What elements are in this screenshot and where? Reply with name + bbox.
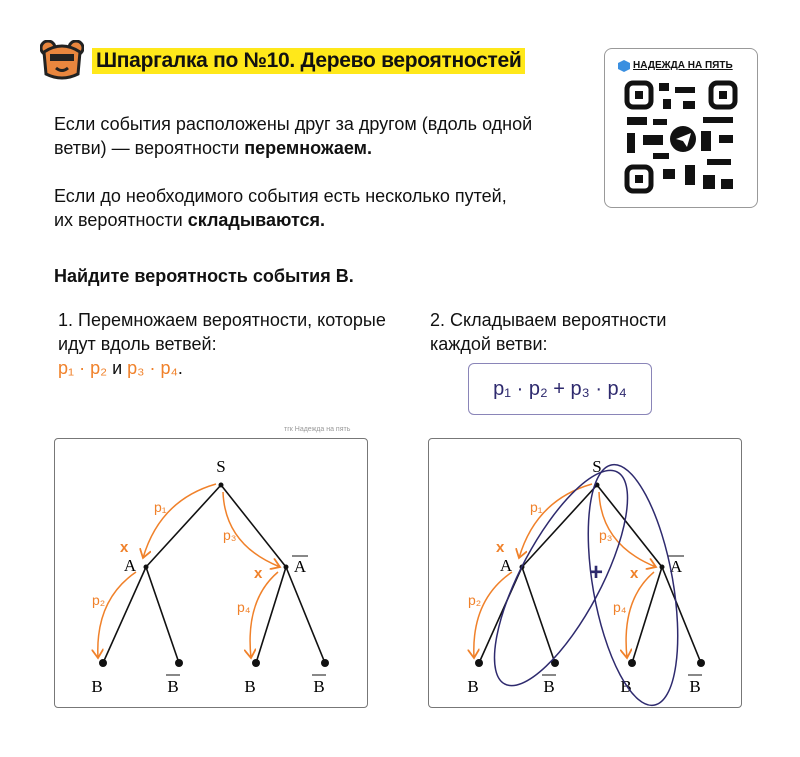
plus-sign: + (589, 559, 603, 586)
rule-emphasis: складываются. (187, 210, 326, 230)
leaf-node (551, 659, 559, 667)
branch (220, 484, 287, 568)
label-p4: p₄ (613, 599, 627, 615)
branch (596, 484, 663, 568)
label-b-bar: B (313, 677, 324, 696)
probability-arrow (626, 571, 655, 658)
task-heading: Найдите вероятность события B. (54, 266, 354, 286)
product-1: p₁ · p₂ (58, 358, 108, 378)
node (218, 482, 224, 488)
label-p2: p₂ (92, 592, 105, 608)
sum-formula: p₁ · p₂ + p₃ · p₄ (468, 363, 652, 415)
leaf-node (175, 659, 183, 667)
label-p1: p₁ (530, 499, 543, 515)
page-title: Шпаргалка по №10. Дерево вероятностей (92, 48, 526, 74)
node (283, 564, 289, 570)
label-b-bar: B (689, 677, 700, 696)
probability-arrow (519, 483, 593, 558)
label-b: B (620, 677, 631, 696)
rule-multiply: Если события расположены друг за другом … (54, 112, 554, 160)
branch (145, 566, 180, 664)
watermark: тгк Надежда на пять (284, 426, 351, 433)
label-a: A (500, 556, 513, 575)
label-b: B (244, 677, 255, 696)
branch (145, 484, 222, 568)
probability-arrow (474, 571, 513, 658)
node (659, 564, 665, 570)
rule-add: Если до необходимого события есть нескол… (54, 184, 524, 232)
product-2: p₃ · p₄ (127, 358, 178, 378)
step-text: 1. Перемножаем вероятности, которые идут… (58, 310, 386, 354)
leaf-node (252, 659, 260, 667)
label-s: S (592, 457, 601, 476)
branch-highlight-ellipse (587, 463, 679, 707)
multiply-sign: x (254, 565, 263, 582)
label-p1: p₁ (154, 499, 167, 515)
label-p2: p₂ (468, 592, 481, 608)
leaf-node (321, 659, 329, 667)
qr-card[interactable]: НАДЕЖДА НА ПЯТЬ (604, 48, 758, 208)
period: . (177, 358, 183, 378)
label-b: B (467, 677, 478, 696)
branch (521, 484, 598, 568)
label-s: S (216, 457, 225, 476)
label-a-bar: A (294, 557, 307, 576)
branch (285, 566, 326, 664)
multiply-sign: x (120, 539, 129, 556)
label-b-bar: B (543, 677, 554, 696)
label-b: B (91, 677, 102, 696)
bear-icon (40, 40, 84, 80)
multiply-sign: x (630, 565, 639, 582)
label-b-bar: B (167, 677, 178, 696)
step-1: 1. Перемножаем вероятности, которые идут… (58, 308, 388, 380)
probability-arrow (143, 483, 217, 558)
branch (255, 566, 287, 664)
qr-code (624, 80, 738, 194)
step-2: 2. Складываем вероятности каждой ветви: (430, 310, 667, 354)
tree-box-right (428, 438, 742, 708)
label-a: A (124, 556, 137, 575)
label-p4: p₄ (237, 599, 251, 615)
node (143, 564, 149, 570)
leaf-node (99, 659, 107, 667)
rule-text: Если до необходимого события есть нескол… (54, 186, 507, 230)
multiply-sign: x (496, 539, 505, 556)
branch (661, 566, 702, 664)
probability-arrow (250, 571, 279, 658)
probability-arrow (222, 491, 280, 567)
branch-highlight-ellipse (493, 469, 629, 687)
branch (521, 566, 556, 664)
leaf-node (697, 659, 705, 667)
logo-cube-icon (618, 60, 630, 72)
leaf-node (628, 659, 636, 667)
branch (102, 566, 147, 664)
rule-text: Если события расположены друг за другом … (54, 114, 533, 158)
probability-arrow (598, 491, 656, 567)
label-a-bar: A (670, 557, 683, 576)
label-p3: p₃ (223, 527, 237, 543)
tree-box-left (54, 438, 368, 708)
leaf-node (475, 659, 483, 667)
qr-label: НАДЕЖДА НА ПЯТЬ (633, 60, 733, 71)
conjunction: и (107, 358, 128, 378)
label-p3: p₃ (599, 527, 613, 543)
probability-arrow (98, 571, 137, 658)
branch (631, 566, 663, 664)
rule-emphasis: перемножаем. (244, 138, 372, 158)
